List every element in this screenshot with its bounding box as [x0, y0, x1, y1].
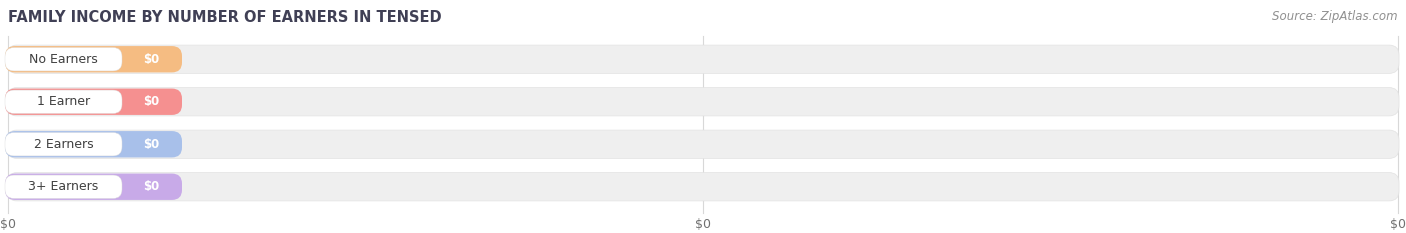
Text: $0: $0 — [143, 138, 159, 151]
FancyBboxPatch shape — [7, 130, 1399, 158]
Text: No Earners: No Earners — [30, 53, 98, 66]
Text: Source: ZipAtlas.com: Source: ZipAtlas.com — [1272, 10, 1398, 23]
Text: $0: $0 — [0, 218, 15, 231]
Text: $0: $0 — [1391, 218, 1406, 231]
FancyBboxPatch shape — [6, 175, 122, 199]
Text: $0: $0 — [695, 218, 711, 231]
Text: 3+ Earners: 3+ Earners — [28, 180, 98, 193]
FancyBboxPatch shape — [6, 131, 181, 158]
Text: 2 Earners: 2 Earners — [34, 138, 93, 151]
FancyBboxPatch shape — [6, 48, 122, 71]
Text: $0: $0 — [143, 180, 159, 193]
FancyBboxPatch shape — [6, 174, 181, 200]
FancyBboxPatch shape — [7, 45, 1399, 73]
Text: $0: $0 — [143, 53, 159, 66]
FancyBboxPatch shape — [6, 46, 181, 72]
FancyBboxPatch shape — [7, 88, 1399, 116]
FancyBboxPatch shape — [6, 89, 181, 115]
FancyBboxPatch shape — [7, 173, 1399, 201]
FancyBboxPatch shape — [6, 133, 122, 156]
Text: FAMILY INCOME BY NUMBER OF EARNERS IN TENSED: FAMILY INCOME BY NUMBER OF EARNERS IN TE… — [8, 10, 441, 25]
Text: $0: $0 — [143, 95, 159, 108]
FancyBboxPatch shape — [6, 90, 122, 113]
Text: 1 Earner: 1 Earner — [37, 95, 90, 108]
